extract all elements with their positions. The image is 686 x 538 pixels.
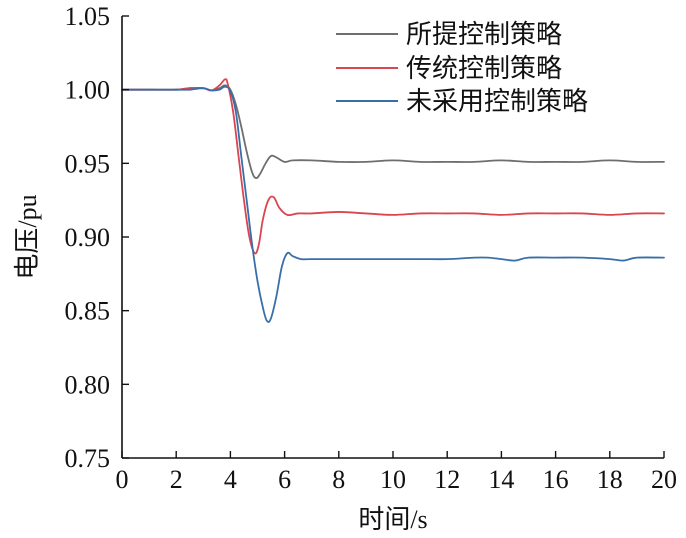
x-tick-label: 18 bbox=[597, 465, 623, 494]
series-line-2 bbox=[121, 78, 665, 255]
series-layer bbox=[121, 78, 665, 323]
x-tick-label: 14 bbox=[488, 465, 514, 494]
y-axis-label: 电压/pu bbox=[13, 194, 42, 279]
x-tick-label: 16 bbox=[543, 465, 569, 494]
y-ticks: 0.75 0.80 0.85 0.90 0.95 1.00 1.05 bbox=[65, 2, 129, 473]
x-tick-label: 2 bbox=[170, 465, 183, 494]
x-tick-label: 4 bbox=[224, 465, 237, 494]
y-tick-label: 0.75 bbox=[65, 444, 111, 473]
x-tick-label: 20 bbox=[651, 465, 677, 494]
y-tick-label: 1.00 bbox=[65, 76, 111, 105]
x-ticks: 0 2 4 6 8 10 12 14 16 18 20 bbox=[116, 451, 677, 494]
y-tick-label: 0.95 bbox=[65, 149, 111, 178]
x-tick-label: 12 bbox=[434, 465, 460, 494]
legend-label: 传统控制策略 bbox=[406, 54, 562, 83]
series-line-3 bbox=[121, 85, 665, 323]
legend-label: 所提控制策略 bbox=[406, 20, 562, 49]
y-tick-label: 0.90 bbox=[65, 223, 111, 252]
x-tick-label: 0 bbox=[116, 465, 129, 494]
y-tick-label: 1.05 bbox=[65, 2, 111, 31]
legend-label: 未采用控制策略 bbox=[406, 87, 588, 116]
y-tick-label: 0.80 bbox=[65, 370, 111, 399]
x-tick-label: 6 bbox=[278, 465, 291, 494]
x-axis-label: 时间/s bbox=[358, 505, 427, 534]
y-tick-label: 0.85 bbox=[65, 297, 111, 326]
x-tick-label: 10 bbox=[380, 465, 406, 494]
x-tick-label: 8 bbox=[332, 465, 345, 494]
